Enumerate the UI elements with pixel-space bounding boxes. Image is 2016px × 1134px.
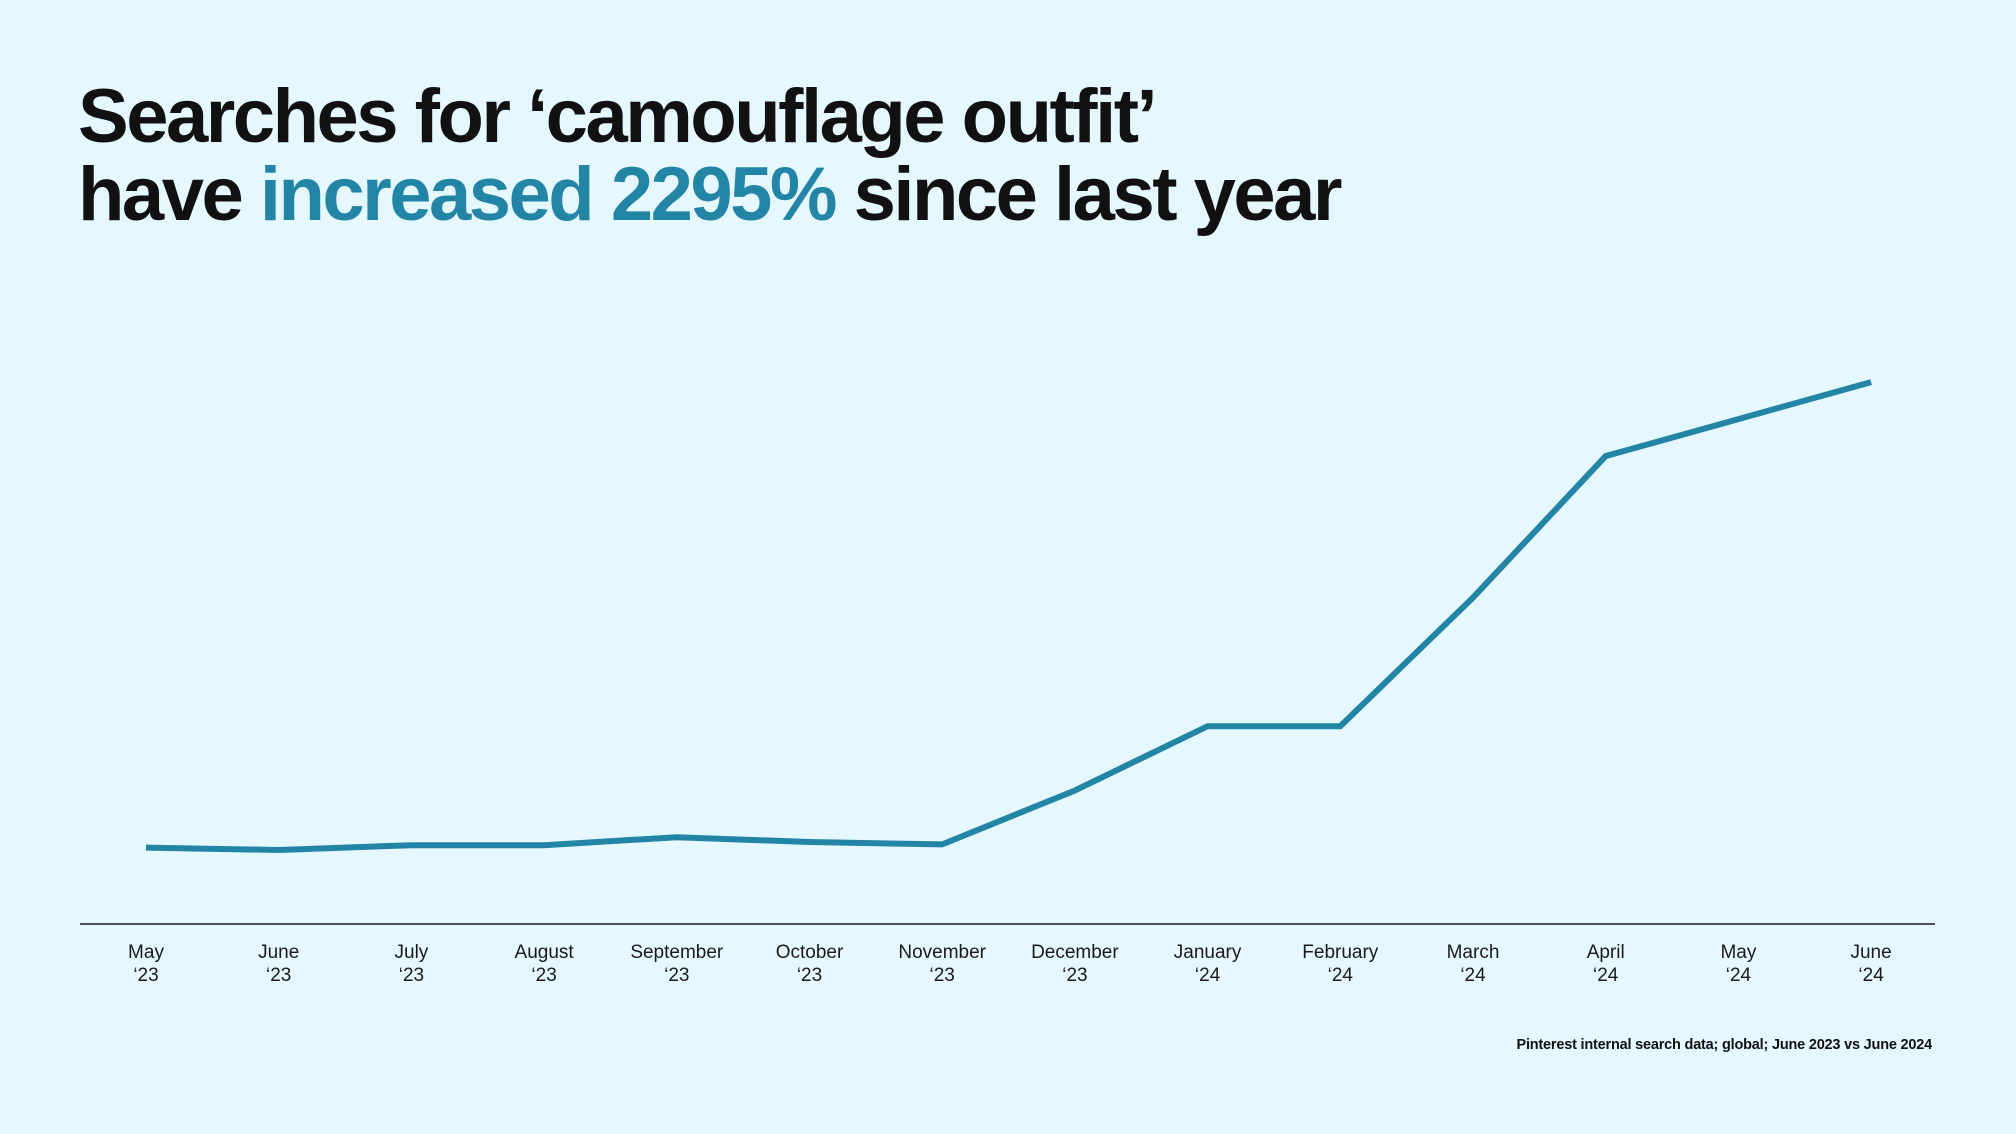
headline-highlight: increased 2295% <box>259 152 838 237</box>
x-tick-label-1: June ‘23 <box>258 942 299 986</box>
x-tick-month: September <box>630 942 724 963</box>
x-tick-month: April <box>1587 942 1625 963</box>
x-tick-label-10: March ‘24 <box>1447 942 1500 986</box>
x-tick-year: ‘23 <box>797 965 822 986</box>
x-tick-year: ‘24 <box>1328 965 1354 986</box>
x-tick-year: ‘24 <box>1726 965 1752 986</box>
x-tick-month: August <box>515 942 575 963</box>
x-tick-month: October <box>776 942 844 963</box>
x-tick-label-11: April ‘24 <box>1587 942 1625 986</box>
x-tick-month: December <box>1031 942 1119 963</box>
x-tick-year: ‘24 <box>1858 965 1884 986</box>
series-line-camouflage-outfit <box>145 379 1872 854</box>
headline-line-1: Searches for ‘camouflage outfit’ <box>78 74 1158 159</box>
x-tick-month: July <box>395 942 429 963</box>
x-tick-month: May <box>128 942 164 963</box>
x-tick-year: ‘23 <box>664 965 689 986</box>
x-tick-year: ‘23 <box>531 965 556 986</box>
x-tick-month: June <box>1850 942 1891 963</box>
x-tick-year: ‘23 <box>133 965 158 986</box>
x-tick-label-2: July ‘23 <box>395 942 429 986</box>
x-tick-month: June <box>258 942 299 963</box>
x-tick-label-6: November ‘23 <box>898 942 986 986</box>
x-tick-label-0: May ‘23 <box>128 942 164 986</box>
x-tick-label-8: January ‘24 <box>1174 942 1242 986</box>
x-tick-month: May <box>1720 942 1756 963</box>
headline-line-2: have increased 2295% since last year <box>78 156 1343 234</box>
x-tick-month: January <box>1174 942 1242 963</box>
x-tick-year: ‘23 <box>930 965 955 986</box>
x-tick-label-12: May ‘24 <box>1720 942 1756 986</box>
x-tick-label-3: August ‘23 <box>515 942 575 986</box>
x-tick-label-9: February ‘24 <box>1302 942 1379 986</box>
x-tick-year: ‘24 <box>1460 965 1486 986</box>
x-tick-year: ‘24 <box>1593 965 1619 986</box>
x-tick-year: ‘23 <box>1062 965 1087 986</box>
x-tick-label-5: October ‘23 <box>776 942 844 986</box>
x-tick-month: March <box>1447 942 1500 963</box>
source-footnote: Pinterest internal search data; global; … <box>1516 1037 1932 1053</box>
x-tick-label-13: June ‘24 <box>1850 942 1891 986</box>
x-tick-year: ‘23 <box>266 965 291 986</box>
headline-prefix: have <box>78 152 260 237</box>
headline: Searches for ‘camouflage outfit’ have in… <box>78 74 1343 234</box>
x-tick-label-4: September ‘23 <box>630 942 724 986</box>
x-tick-label-7: December ‘23 <box>1031 942 1119 986</box>
x-tick-month: November <box>898 942 986 963</box>
x-tick-year: ‘23 <box>399 965 424 986</box>
x-tick-year: ‘24 <box>1195 965 1221 986</box>
headline-suffix: since last year <box>834 152 1343 237</box>
x-tick-month: February <box>1302 942 1379 963</box>
